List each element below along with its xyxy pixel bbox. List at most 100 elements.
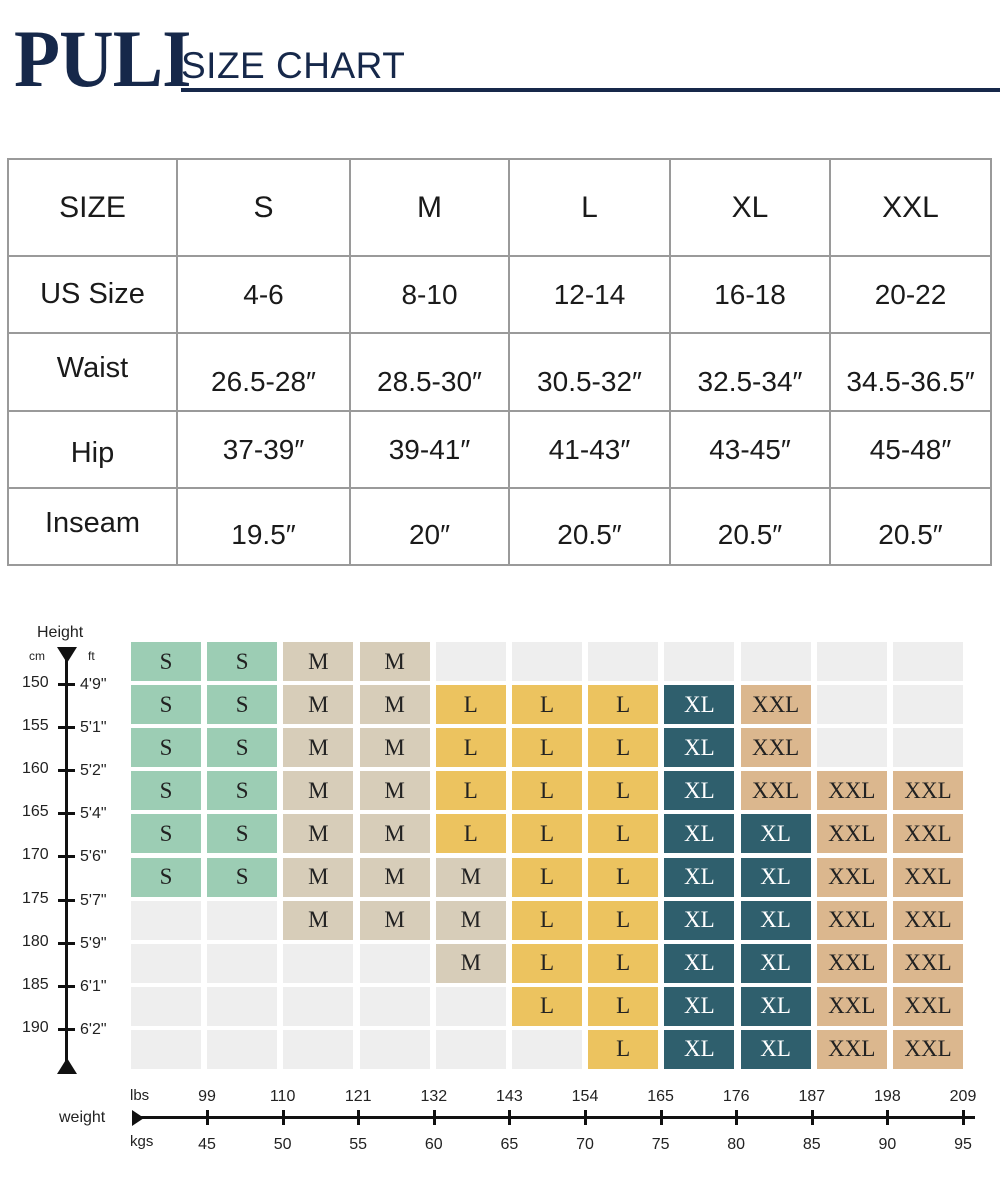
size-cell-empty	[512, 642, 582, 681]
height-cm-label: 185	[22, 975, 49, 993]
size-cell-xl: XL	[664, 814, 735, 854]
weight-axis-label: weight	[59, 1109, 106, 1126]
size-cell-l: L	[588, 728, 659, 768]
size-cell-s: S	[131, 814, 201, 854]
height-tick	[58, 812, 75, 816]
cm-unit-label: cm	[29, 649, 45, 663]
size-cell-s: S	[131, 857, 201, 897]
weight-kgs-label: 55	[349, 1136, 368, 1153]
size-cell-xl: XL	[664, 728, 735, 768]
size-cell-l: L	[435, 728, 506, 768]
size-cell-empty	[207, 1029, 278, 1069]
size-cell-xl: XL	[664, 771, 735, 811]
size-cell-m: M	[359, 642, 430, 681]
size-cell-m: M	[283, 900, 354, 940]
size-cell-s: S	[207, 728, 278, 768]
size-cell-l: L	[512, 771, 582, 811]
size-cell-m: M	[359, 685, 430, 725]
size-cell-xl: XL	[740, 1029, 811, 1069]
brand-logo: PULI	[14, 13, 191, 104]
size-cell-s: S	[131, 771, 201, 811]
weight-tick	[659, 1110, 663, 1125]
size-cell-empty	[588, 642, 659, 681]
height-tick	[58, 726, 75, 730]
weight-kgs-label: 75	[651, 1136, 670, 1153]
weight-lbs-label: 110	[269, 1088, 296, 1105]
size-cell-l: L	[588, 943, 659, 983]
height-tick	[58, 941, 75, 945]
column-header: XL	[669, 158, 831, 257]
size-cell-empty	[359, 1029, 430, 1069]
height-ft-label: 5'1"	[80, 719, 107, 737]
height-axis-label: Height	[37, 624, 84, 641]
size-cell-xl: XL	[740, 900, 811, 940]
size-cell-l: L	[588, 685, 659, 725]
size-cell-empty	[207, 986, 278, 1026]
size-cell-xl: XL	[740, 943, 811, 983]
size-cell-empty	[435, 642, 506, 681]
table-cell: 8-10	[349, 255, 510, 334]
size-cell-s: S	[207, 857, 278, 897]
table-cell: 28.5-30″	[349, 332, 510, 412]
height-ft-label: 5'9"	[80, 934, 107, 952]
size-cell-xl: XL	[664, 900, 735, 940]
size-cell-l: L	[588, 1029, 659, 1069]
table-row: Hip 37-39″ 39-41″ 41-43″ 43-45″ 45-48″	[7, 410, 992, 489]
size-cell-empty	[207, 943, 278, 983]
size-cell-m: M	[283, 857, 354, 897]
weight-tick	[962, 1110, 965, 1125]
size-cell-empty	[664, 642, 735, 681]
size-cell-xxl: XXL	[816, 986, 887, 1026]
size-cell-l: L	[512, 728, 582, 768]
size-cell-xl: XL	[740, 857, 811, 897]
size-cell-xxl: XXL	[740, 728, 811, 768]
weight-tick	[735, 1110, 739, 1125]
size-cell-xl: XL	[740, 986, 811, 1026]
size-cell-m: M	[283, 728, 354, 768]
size-cell-empty	[283, 1029, 354, 1069]
size-cell-empty	[816, 728, 887, 768]
size-cell-xl: XL	[664, 986, 735, 1026]
row-label: Inseam	[7, 487, 178, 566]
size-cell-l: L	[512, 814, 582, 854]
size-cell-xl: XL	[740, 814, 811, 854]
size-cell-l: L	[435, 771, 506, 811]
size-cell-xl: XL	[664, 1029, 735, 1069]
size-cell-xxl: XXL	[816, 900, 887, 940]
size-cell-empty	[816, 642, 887, 681]
size-cell-xxl: XXL	[893, 986, 963, 1026]
table-cell: 39-41″	[349, 410, 510, 489]
size-cell-xxl: XXL	[893, 857, 963, 897]
size-cell-l: L	[512, 857, 582, 897]
size-cell-l: L	[512, 943, 582, 983]
weight-lbs-label: 176	[722, 1088, 750, 1105]
size-cell-empty	[359, 986, 430, 1026]
table-cell: 20.5″	[669, 487, 831, 566]
size-cell-xxl: XXL	[893, 771, 963, 811]
height-ft-label: 4'9"	[80, 676, 107, 693]
height-tick	[58, 984, 75, 988]
table-cell: 37-39″	[176, 410, 351, 489]
size-cell-empty	[816, 685, 887, 725]
row-label: Hip	[7, 410, 178, 489]
title-underline	[181, 88, 1000, 92]
size-cell-l: L	[512, 986, 582, 1026]
weight-lbs-label: 99	[198, 1088, 216, 1105]
weight-tick	[886, 1110, 890, 1125]
size-cell-m: M	[283, 685, 354, 725]
size-cell-empty	[131, 900, 201, 940]
table-cell: 34.5-36.5″	[829, 332, 992, 412]
size-cell-empty	[893, 685, 963, 725]
size-cell-m: M	[283, 642, 354, 681]
size-cell-empty	[131, 1029, 201, 1069]
size-cell-s: S	[207, 814, 278, 854]
weight-lbs-label: 209	[949, 1088, 977, 1105]
weight-kgs-label: 60	[424, 1136, 443, 1153]
weight-lbs-label: 132	[420, 1088, 448, 1105]
weight-tick	[357, 1110, 361, 1125]
column-header: S	[176, 158, 351, 257]
table-cell: 20″	[349, 487, 510, 566]
size-cell-xxl: XXL	[816, 771, 887, 811]
size-cell-empty	[207, 900, 278, 940]
size-cell-m: M	[283, 814, 354, 854]
